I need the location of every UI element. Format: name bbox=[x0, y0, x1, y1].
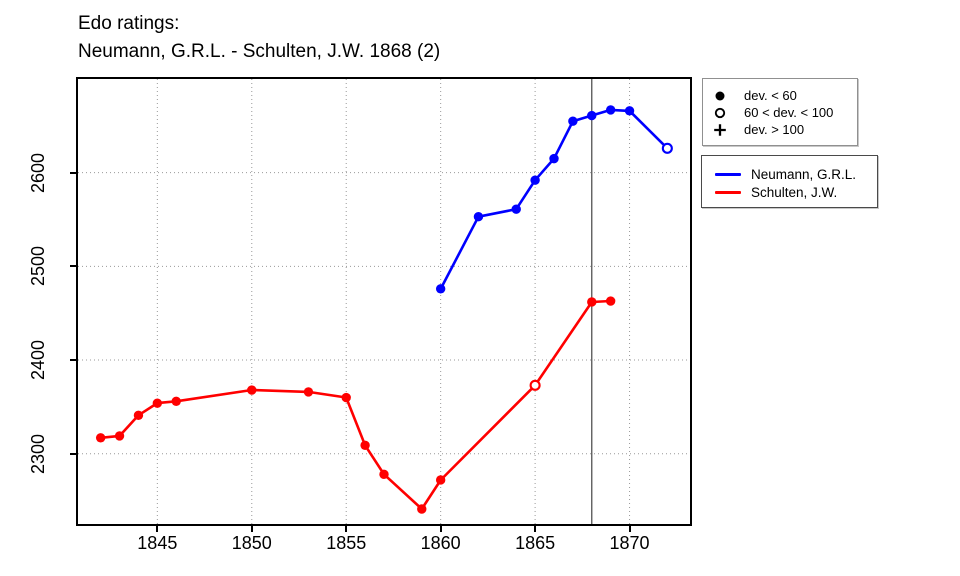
marker-legend-label: dev. > 100 bbox=[744, 122, 805, 137]
x-tick bbox=[534, 526, 537, 532]
data-point-filled bbox=[473, 212, 484, 222]
x-tick bbox=[250, 526, 253, 532]
y-tick bbox=[70, 171, 77, 174]
data-point-filled bbox=[435, 284, 446, 294]
marker-legend-row: 60 < dev. < 100 bbox=[703, 104, 857, 121]
data-point-filled bbox=[605, 105, 616, 115]
x-tick bbox=[345, 526, 348, 532]
x-tick-label: 1865 bbox=[515, 533, 556, 553]
y-tick-label: 2400 bbox=[28, 340, 48, 381]
y-tick-label: 2300 bbox=[28, 433, 48, 474]
data-point-filled bbox=[417, 504, 427, 514]
data-point-filled bbox=[379, 469, 389, 480]
data-point-open bbox=[529, 379, 541, 391]
data-point-filled bbox=[152, 398, 163, 408]
filled-circle-icon bbox=[712, 88, 728, 104]
y-tick bbox=[70, 359, 77, 362]
plot-area bbox=[78, 79, 690, 524]
data-point-filled bbox=[511, 204, 521, 214]
plus-icon bbox=[712, 122, 728, 138]
x-tick bbox=[156, 526, 159, 532]
data-point-filled bbox=[247, 385, 257, 395]
series-legend-row: Neumann, G.R.L. bbox=[702, 165, 877, 183]
x-tick-label: 1870 bbox=[609, 533, 650, 553]
data-point-filled bbox=[95, 433, 106, 443]
data-point-filled bbox=[360, 440, 370, 451]
series-line-sample bbox=[715, 190, 741, 194]
y-tick bbox=[70, 265, 77, 268]
data-point-filled bbox=[341, 392, 351, 403]
series-line bbox=[439, 108, 669, 291]
y-tick-label: 2600 bbox=[28, 152, 48, 193]
data-point-filled bbox=[435, 475, 446, 485]
chart-title: Edo ratings: Neumann, G.R.L. - Schulten,… bbox=[78, 10, 440, 66]
marker-legend-label: dev. < 60 bbox=[744, 88, 797, 103]
open-circle-icon bbox=[712, 105, 728, 121]
x-tick-label: 1860 bbox=[420, 533, 461, 553]
x-tick-label: 1850 bbox=[231, 533, 272, 553]
data-point-filled bbox=[171, 396, 181, 406]
data-point-filled bbox=[568, 116, 578, 126]
series-legend: Neumann, G.R.L. Schulten, J.W. bbox=[701, 155, 878, 208]
marker-legend: dev. < 60 60 < dev. < 100 dev. > 100 bbox=[702, 78, 858, 146]
series-legend-row: Schulten, J.W. bbox=[702, 183, 877, 201]
data-point-filled bbox=[587, 297, 597, 307]
data-point-filled bbox=[303, 387, 314, 397]
marker-legend-row: dev. > 100 bbox=[703, 121, 857, 138]
x-tick-label: 1845 bbox=[137, 533, 178, 553]
x-tick bbox=[439, 526, 442, 532]
data-point-filled bbox=[624, 106, 635, 116]
data-point-filled bbox=[530, 175, 540, 185]
y-tick-label: 2500 bbox=[28, 246, 48, 287]
series-line-sample bbox=[715, 172, 741, 176]
data-point-filled bbox=[587, 110, 597, 121]
marker-legend-label: 60 < dev. < 100 bbox=[744, 105, 834, 120]
y-tick bbox=[70, 452, 77, 455]
chart-title-line2: Neumann, G.R.L. - Schulten, J.W. 1868 (2… bbox=[78, 41, 441, 62]
x-tick bbox=[628, 526, 631, 532]
marker-legend-row: dev. < 60 bbox=[703, 87, 857, 104]
data-point-filled bbox=[133, 410, 144, 421]
data-point-filled bbox=[549, 153, 559, 164]
data-point-filled bbox=[605, 296, 616, 306]
series-legend-label: Neumann, G.R.L. bbox=[751, 166, 857, 182]
data-point-filled bbox=[114, 431, 125, 441]
data-point-open bbox=[661, 142, 673, 154]
series-legend-label: Schulten, J.W. bbox=[751, 184, 838, 200]
chart-title-line1: Edo ratings: bbox=[78, 13, 180, 34]
x-tick-label: 1855 bbox=[326, 533, 367, 553]
